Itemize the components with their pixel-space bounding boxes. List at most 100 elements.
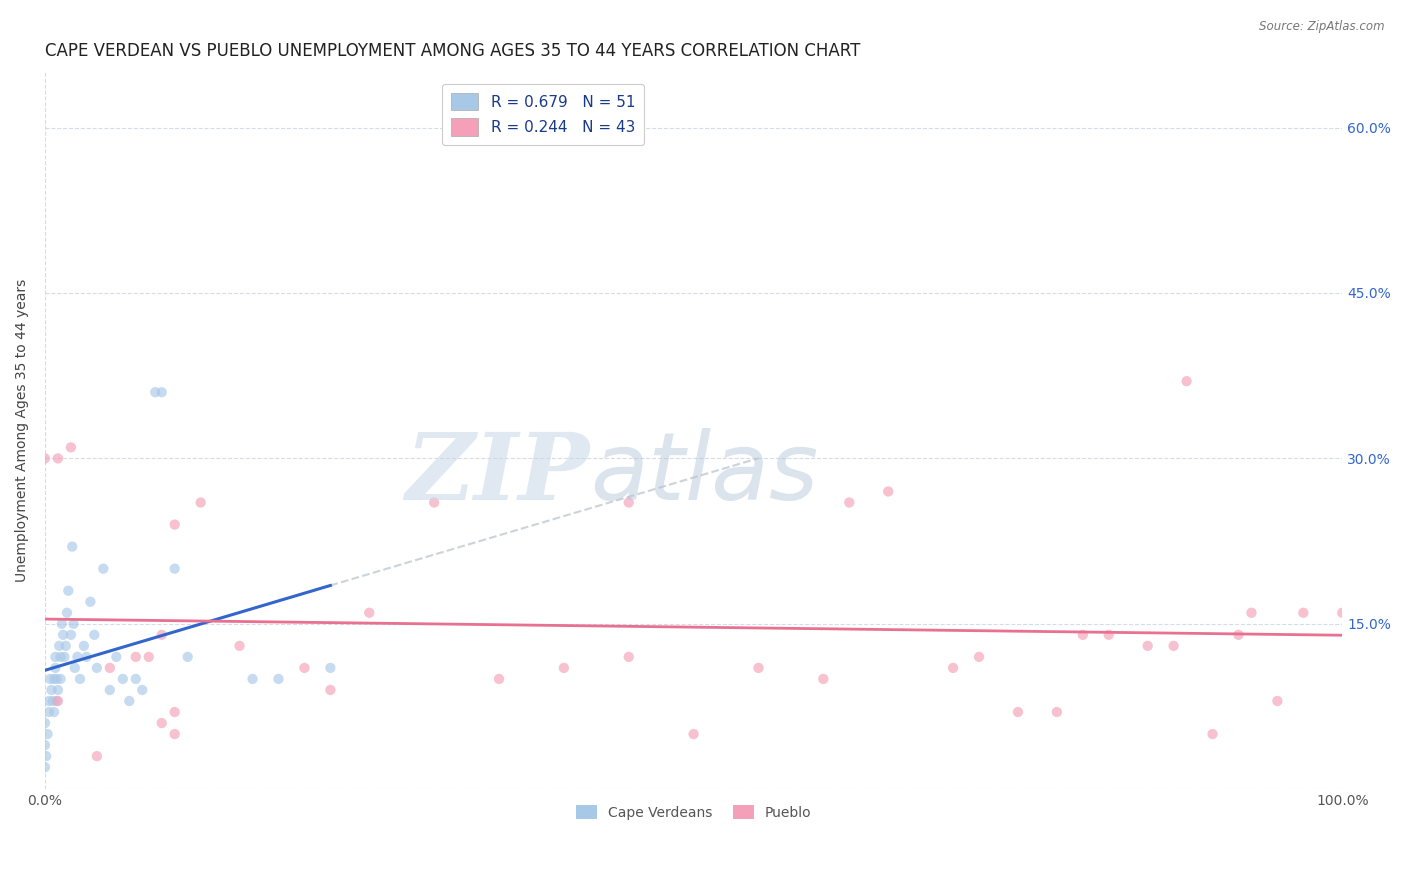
Point — [44, 649, 66, 664]
Point — [52, 628, 75, 642]
Point — [967, 649, 990, 664]
Point — [1163, 639, 1185, 653]
Point — [45, 672, 67, 686]
Point — [56, 606, 79, 620]
Point — [294, 661, 316, 675]
Point — [41, 683, 63, 698]
Point — [163, 562, 186, 576]
Point — [163, 705, 186, 719]
Point — [228, 639, 250, 653]
Legend: Cape Verdeans, Pueblo: Cape Verdeans, Pueblo — [571, 799, 817, 825]
Point — [38, 694, 60, 708]
Point — [1331, 606, 1354, 620]
Point — [83, 628, 105, 642]
Point — [111, 672, 134, 686]
Point — [150, 716, 173, 731]
Point — [35, 749, 58, 764]
Point — [53, 649, 76, 664]
Point — [55, 639, 77, 653]
Point — [163, 727, 186, 741]
Point — [34, 451, 56, 466]
Point — [1007, 705, 1029, 719]
Point — [747, 661, 769, 675]
Point — [34, 716, 56, 731]
Point — [319, 683, 342, 698]
Point — [48, 639, 70, 653]
Point — [1175, 374, 1198, 388]
Point — [98, 683, 121, 698]
Point — [46, 451, 69, 466]
Text: ZIP: ZIP — [405, 429, 591, 519]
Point — [617, 495, 640, 509]
Point — [319, 661, 342, 675]
Point — [150, 385, 173, 400]
Point — [242, 672, 264, 686]
Point — [34, 760, 56, 774]
Point — [59, 441, 82, 455]
Point — [37, 727, 59, 741]
Text: atlas: atlas — [591, 428, 818, 519]
Point — [682, 727, 704, 741]
Point — [1201, 727, 1223, 741]
Point — [1046, 705, 1069, 719]
Point — [150, 628, 173, 642]
Point — [44, 661, 66, 675]
Point — [143, 385, 166, 400]
Text: CAPE VERDEAN VS PUEBLO UNEMPLOYMENT AMONG AGES 35 TO 44 YEARS CORRELATION CHART: CAPE VERDEAN VS PUEBLO UNEMPLOYMENT AMON… — [45, 42, 860, 60]
Point — [76, 649, 98, 664]
Point — [125, 649, 148, 664]
Point — [49, 672, 72, 686]
Point — [138, 649, 160, 664]
Point — [838, 495, 860, 509]
Point — [38, 705, 60, 719]
Point — [51, 616, 73, 631]
Point — [877, 484, 900, 499]
Point — [34, 738, 56, 752]
Point — [73, 639, 96, 653]
Point — [125, 672, 148, 686]
Point — [86, 661, 108, 675]
Point — [423, 495, 446, 509]
Point — [131, 683, 153, 698]
Point — [62, 616, 84, 631]
Point — [69, 672, 91, 686]
Point — [49, 649, 72, 664]
Point — [42, 672, 65, 686]
Point — [617, 649, 640, 664]
Point — [79, 595, 101, 609]
Point — [86, 749, 108, 764]
Point — [98, 661, 121, 675]
Point — [163, 517, 186, 532]
Point — [118, 694, 141, 708]
Point — [1098, 628, 1121, 642]
Point — [93, 562, 115, 576]
Point — [58, 583, 80, 598]
Point — [942, 661, 965, 675]
Point — [60, 540, 83, 554]
Point — [1071, 628, 1094, 642]
Point — [553, 661, 575, 675]
Point — [105, 649, 128, 664]
Point — [190, 495, 212, 509]
Point — [59, 628, 82, 642]
Point — [46, 694, 69, 708]
Point — [66, 649, 89, 664]
Point — [1240, 606, 1263, 620]
Point — [488, 672, 510, 686]
Point — [1292, 606, 1315, 620]
Point — [1136, 639, 1159, 653]
Point — [42, 705, 65, 719]
Point — [63, 661, 86, 675]
Y-axis label: Unemployment Among Ages 35 to 44 years: Unemployment Among Ages 35 to 44 years — [15, 279, 30, 582]
Point — [42, 694, 65, 708]
Point — [1267, 694, 1289, 708]
Point — [267, 672, 290, 686]
Point — [359, 606, 381, 620]
Point — [813, 672, 835, 686]
Point — [39, 672, 62, 686]
Point — [1227, 628, 1250, 642]
Point — [45, 694, 67, 708]
Point — [46, 683, 69, 698]
Text: Source: ZipAtlas.com: Source: ZipAtlas.com — [1260, 20, 1385, 33]
Point — [176, 649, 198, 664]
